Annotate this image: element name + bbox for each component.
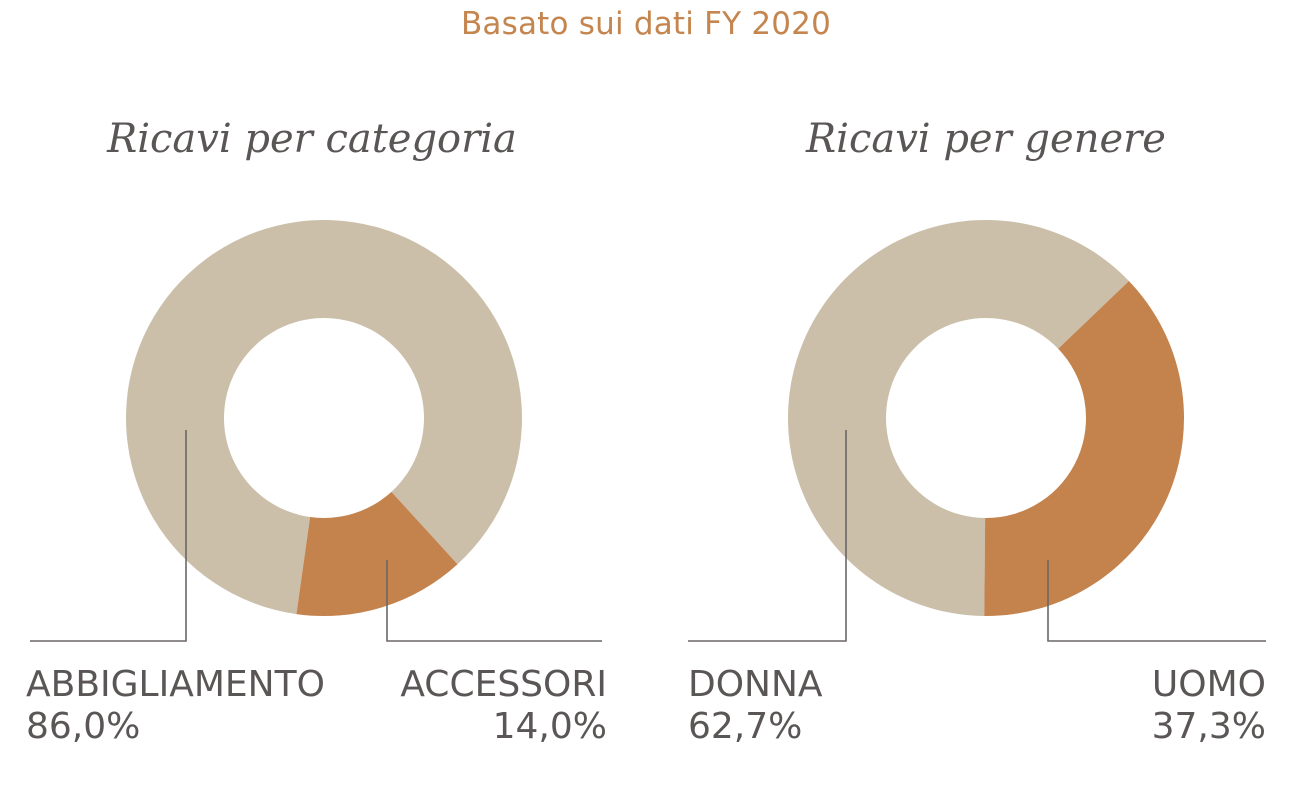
chart-title-genere: Ricavi per genere — [806, 116, 1166, 162]
donut-slice-donna — [787, 219, 1129, 616]
donut-chart-1 — [30, 220, 602, 642]
chart-subtitle: Basato sui dati FY 2020 — [460, 6, 832, 42]
slice-value: 62,7% — [688, 706, 803, 747]
donut-chart-2 — [688, 219, 1266, 642]
slice-value: 37,3% — [1151, 706, 1266, 747]
leader-line-donna — [688, 430, 847, 642]
slice-label: UOMO — [1151, 664, 1266, 705]
leader-line-accessori — [386, 560, 602, 642]
label-accessori: ACCESSORI 14,0% — [360, 664, 607, 748]
slice-label: DONNA — [688, 664, 823, 705]
slice-value: 86,0% — [26, 706, 141, 747]
chart-title-categoria: Ricavi per categoria — [107, 116, 517, 162]
leader-line-abbigliamento — [30, 430, 187, 642]
label-uomo: UOMO 37,3% — [1000, 664, 1266, 748]
leader-line-uomo — [1047, 560, 1266, 642]
slice-label: ABBIGLIAMENTO — [26, 664, 325, 705]
label-donna: DONNA 62,7% — [688, 664, 823, 748]
donut-slice-uomo — [984, 281, 1184, 616]
slice-label: ACCESSORI — [400, 664, 607, 705]
donut-slice-accessori — [296, 491, 458, 616]
label-abbigliamento: ABBIGLIAMENTO 86,0% — [26, 664, 325, 748]
donut-slice-abbigliamento — [125, 220, 522, 615]
slice-value: 14,0% — [492, 706, 607, 747]
